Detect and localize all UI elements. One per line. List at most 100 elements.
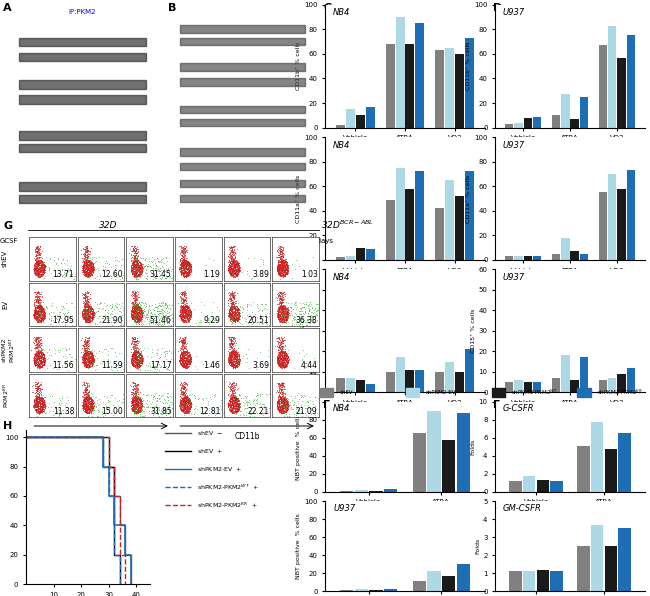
Point <box>181 362 191 372</box>
Point <box>184 261 194 271</box>
Point <box>178 312 188 321</box>
Point <box>276 344 287 354</box>
Point <box>174 310 185 319</box>
Point <box>231 395 241 404</box>
Point <box>230 308 240 318</box>
Point <box>281 269 292 278</box>
Point <box>181 313 192 322</box>
Point <box>224 311 234 320</box>
Point <box>133 350 143 360</box>
Point <box>83 401 94 410</box>
Point <box>275 307 285 316</box>
Point <box>227 292 238 302</box>
Point <box>127 396 138 405</box>
Point <box>226 346 236 355</box>
Point <box>86 358 97 368</box>
Point <box>225 356 235 365</box>
Point <box>136 401 147 410</box>
Point <box>176 395 187 405</box>
Point <box>31 400 41 409</box>
Point <box>128 300 138 310</box>
Point <box>280 361 291 370</box>
Point <box>86 261 97 271</box>
Point <box>79 266 90 276</box>
Point <box>86 399 96 409</box>
Point <box>37 303 47 313</box>
Point <box>32 352 42 361</box>
Point <box>224 354 235 364</box>
Point <box>181 318 192 327</box>
Point <box>178 388 188 398</box>
Point <box>179 302 189 311</box>
Point <box>133 259 143 268</box>
Point <box>275 393 285 402</box>
Point <box>226 362 237 371</box>
Point <box>167 397 177 406</box>
Point <box>132 405 142 414</box>
Point <box>31 333 42 342</box>
Point <box>136 398 146 408</box>
Point <box>80 347 90 357</box>
Point <box>29 358 39 368</box>
Point <box>229 303 239 313</box>
Point <box>114 348 124 358</box>
Point <box>31 383 42 393</box>
Point <box>175 264 185 274</box>
Point <box>31 352 41 361</box>
Point <box>193 394 203 403</box>
Point <box>86 361 97 371</box>
Point <box>136 312 146 321</box>
Point <box>32 386 43 396</box>
Point <box>274 359 285 369</box>
Point <box>232 353 242 362</box>
Point <box>179 387 189 396</box>
Point <box>226 339 236 348</box>
Point <box>136 262 147 272</box>
Point <box>81 353 92 363</box>
Point <box>146 315 156 325</box>
Point <box>196 318 207 327</box>
Point <box>81 269 92 278</box>
Point <box>280 350 291 360</box>
Point <box>234 354 244 364</box>
Point <box>233 308 243 317</box>
Point <box>126 390 136 399</box>
Point <box>36 347 47 357</box>
Point <box>276 260 287 269</box>
Point <box>135 309 146 319</box>
Point <box>275 361 285 371</box>
Point <box>183 302 193 312</box>
Point <box>86 405 97 414</box>
Point <box>225 405 235 415</box>
Point <box>131 308 141 317</box>
Point <box>181 393 192 402</box>
Point <box>36 306 47 316</box>
Point <box>88 260 98 270</box>
Point <box>280 265 291 275</box>
Point <box>281 395 292 404</box>
Point <box>181 259 192 269</box>
Point <box>126 265 136 274</box>
Point <box>234 266 244 276</box>
Point <box>281 356 291 365</box>
Point <box>226 355 236 365</box>
Point <box>230 401 240 411</box>
Point <box>79 360 90 370</box>
Point <box>226 394 237 403</box>
Point <box>37 260 47 270</box>
Point <box>176 306 187 315</box>
Point <box>179 385 190 395</box>
Point <box>103 308 113 318</box>
Point <box>177 394 188 403</box>
Point <box>229 307 240 316</box>
Point <box>185 399 196 408</box>
Point <box>177 257 188 266</box>
Point <box>83 389 93 399</box>
Point <box>128 381 138 391</box>
Point <box>129 403 140 413</box>
Point <box>177 267 187 277</box>
Point <box>81 350 91 360</box>
Point <box>127 404 138 414</box>
Point <box>233 356 244 366</box>
Point <box>185 307 196 316</box>
